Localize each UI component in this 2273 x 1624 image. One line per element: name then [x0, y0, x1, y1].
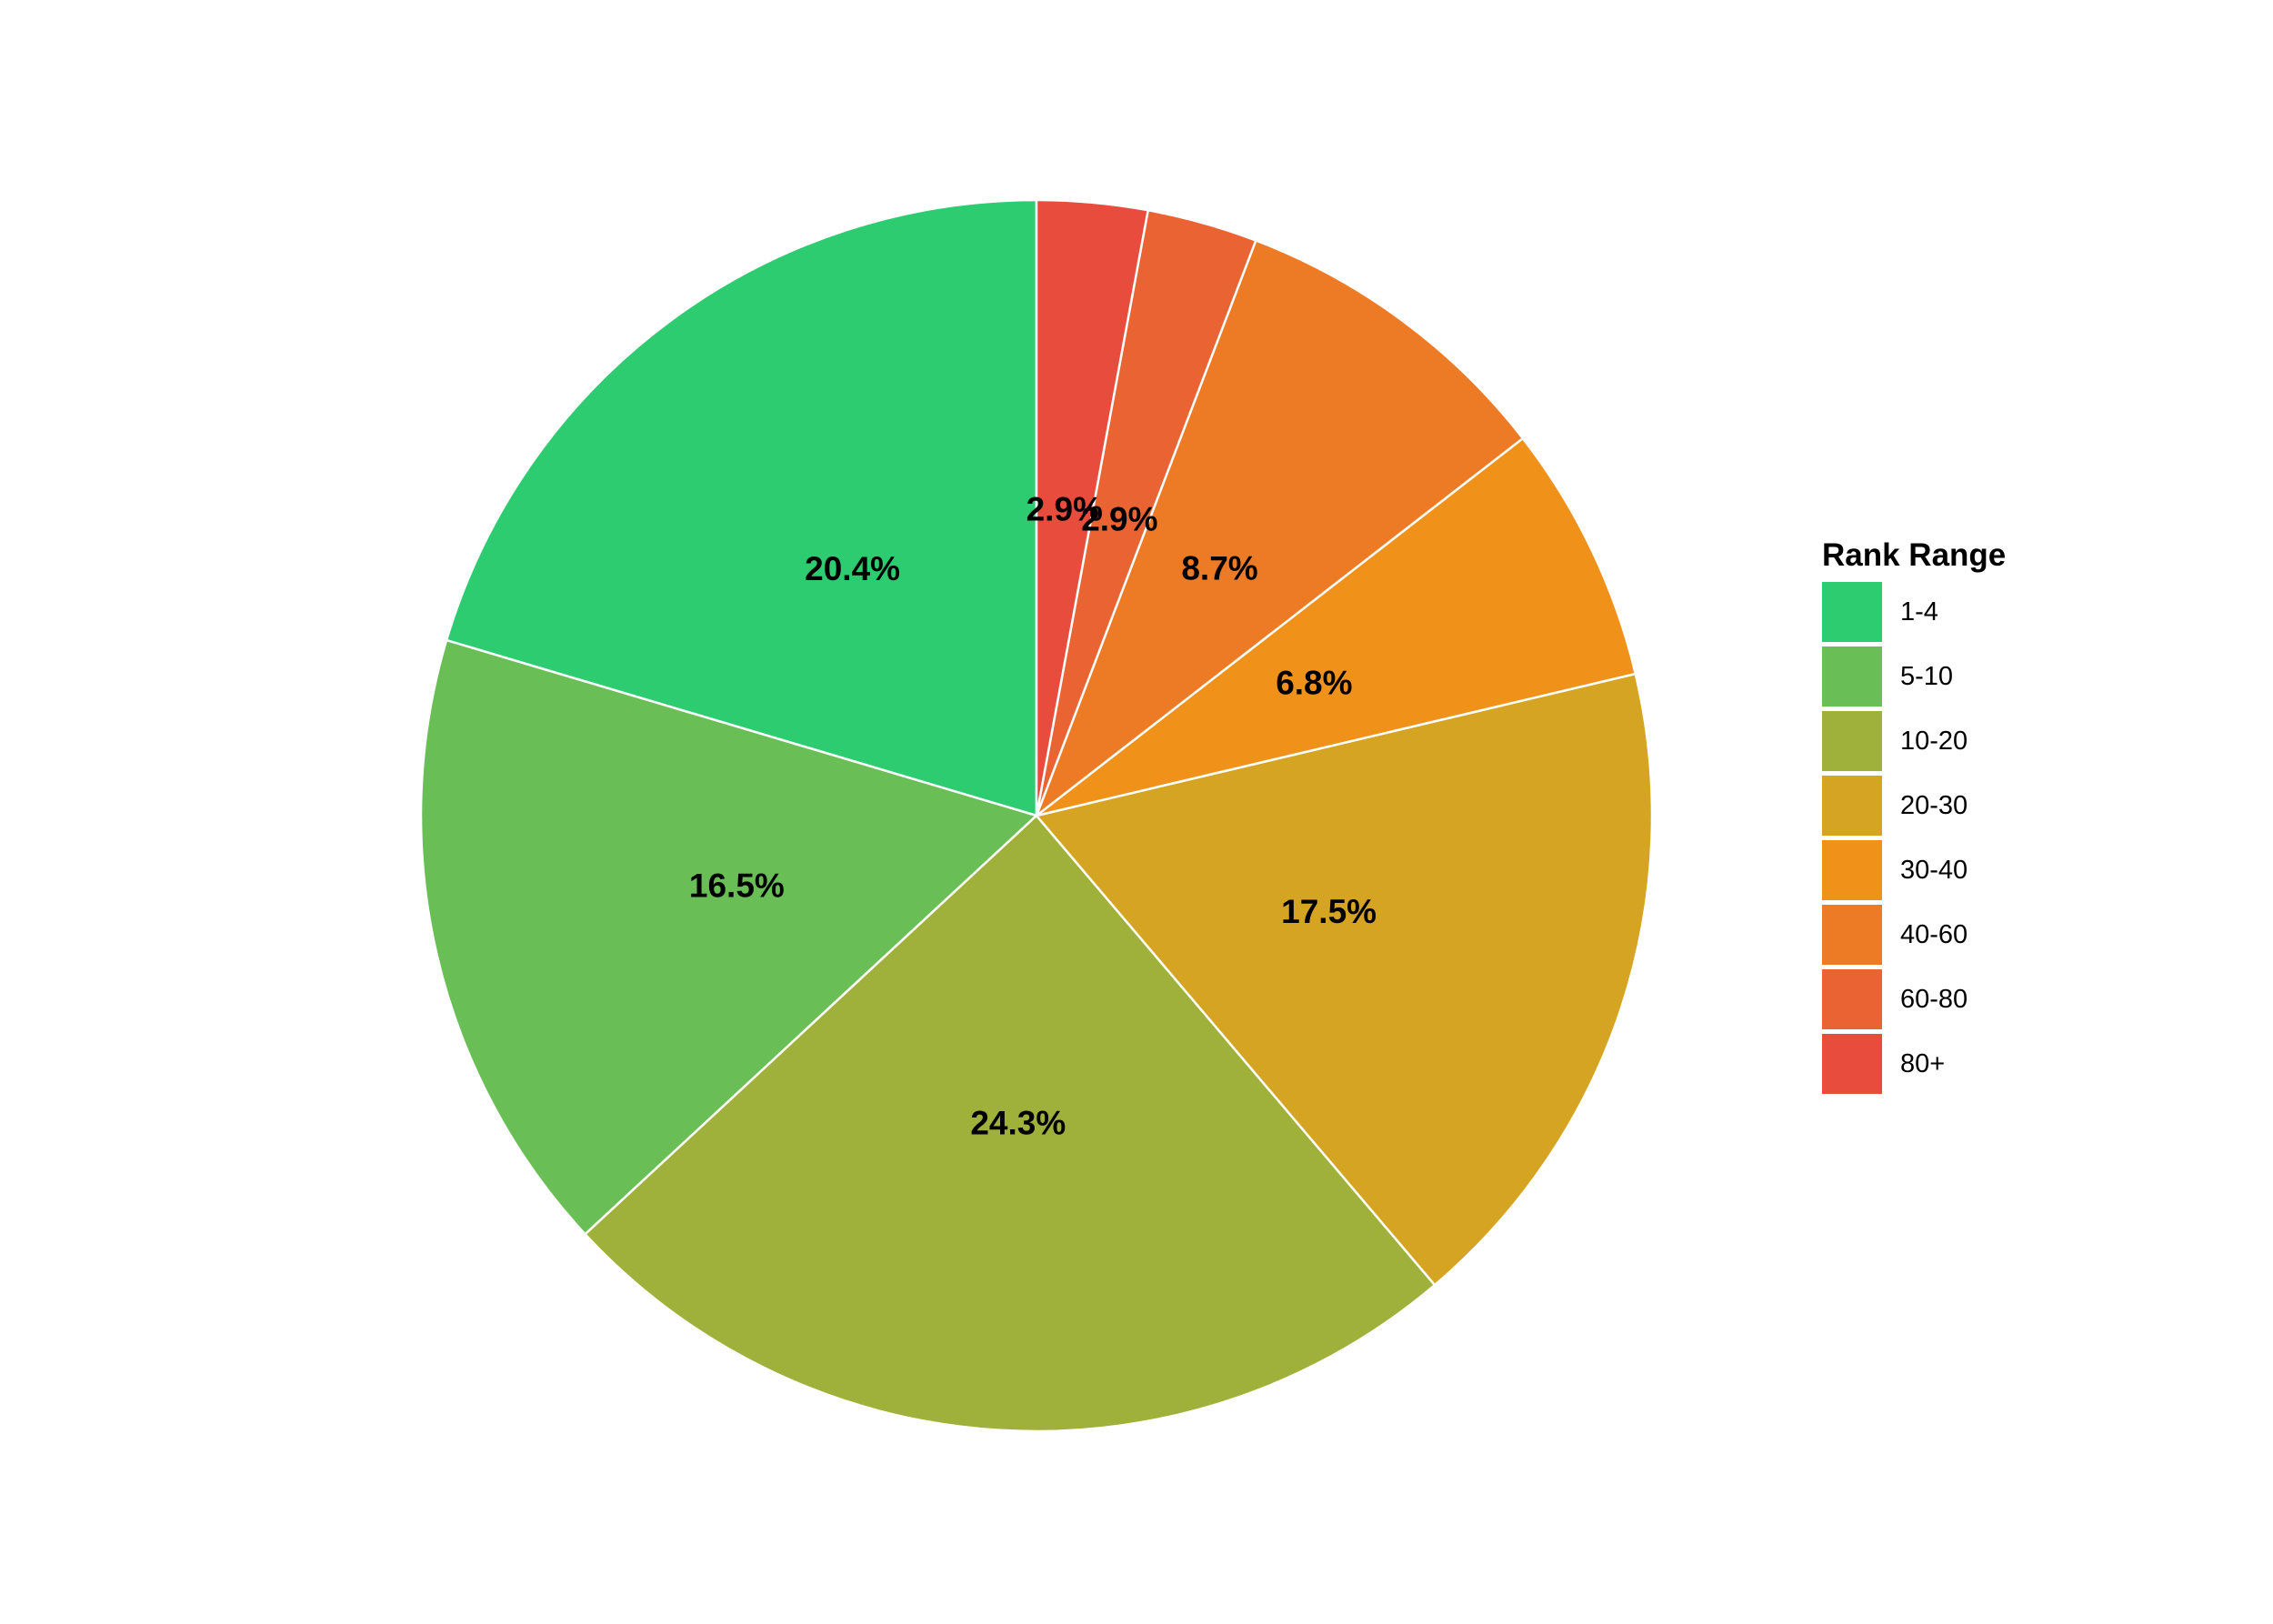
legend-key-40-60: [1822, 905, 1882, 965]
pie-slices: [419, 198, 1654, 1433]
legend-label-1-4: 1-4: [1900, 597, 1938, 627]
legend-label-60-80: 60-80: [1900, 985, 1968, 1014]
legend-key-5-10: [1822, 647, 1882, 707]
legend-title: Rank Range: [1822, 537, 2006, 573]
legend-key-10-20: [1822, 711, 1882, 771]
pie-slice-5-10: [419, 638, 1039, 1237]
pie-slice-label-10-20: 24.3%: [970, 1104, 1066, 1141]
pie-slice-10-20: [583, 814, 1437, 1433]
legend: Rank Range 1-4 5-10 10-20 20-30 30-40 40-60 60…: [1822, 537, 2006, 1094]
legend-label-40-60: 40-60: [1900, 920, 1968, 949]
legend-label-5-10: 5-10: [1900, 662, 1953, 691]
legend-label-10-20: 10-20: [1900, 727, 1968, 756]
pie-slice-30-40: [1036, 436, 1637, 817]
pie-slice-20-30: [1034, 672, 1654, 1287]
pie-slice-label-30-40: 6.8%: [1276, 664, 1352, 701]
pie-slice-1-4: [445, 198, 1038, 817]
pie-slice-label-60-80: 2.9%: [1081, 501, 1157, 538]
pie-slice-80+: [1035, 198, 1150, 817]
pie-slice-40-60: [1034, 238, 1525, 819]
legend-items: 1-4 5-10 10-20 20-30 30-40 40-60 60-80 80+: [1822, 582, 1968, 1094]
pie-slice-label-20-30: 17.5%: [1281, 893, 1377, 930]
pie-slice-label-40-60: 8.7%: [1181, 550, 1257, 587]
legend-label-30-40: 30-40: [1900, 856, 1968, 885]
legend-key-1-4: [1822, 582, 1882, 642]
pie-slice-label-5-10: 16.5%: [689, 867, 785, 904]
pie-slice-labels: 20.4% 16.5% 24.3% 17.5% 6.8% 8.7% 2.9%2.9%: [689, 490, 1377, 1141]
pie-slice-label-1-4: 20.4%: [805, 550, 900, 587]
legend-key-20-30: [1822, 776, 1882, 836]
legend-label-20-30: 20-30: [1900, 791, 1968, 820]
pie-slice-label-80+: 2.9%: [1026, 490, 1103, 527]
legend-key-30-40: [1822, 840, 1882, 900]
legend-key-60-80: [1822, 969, 1882, 1029]
legend-label-80+: 80+: [1900, 1049, 1945, 1078]
legend-key-80+: [1822, 1034, 1882, 1094]
